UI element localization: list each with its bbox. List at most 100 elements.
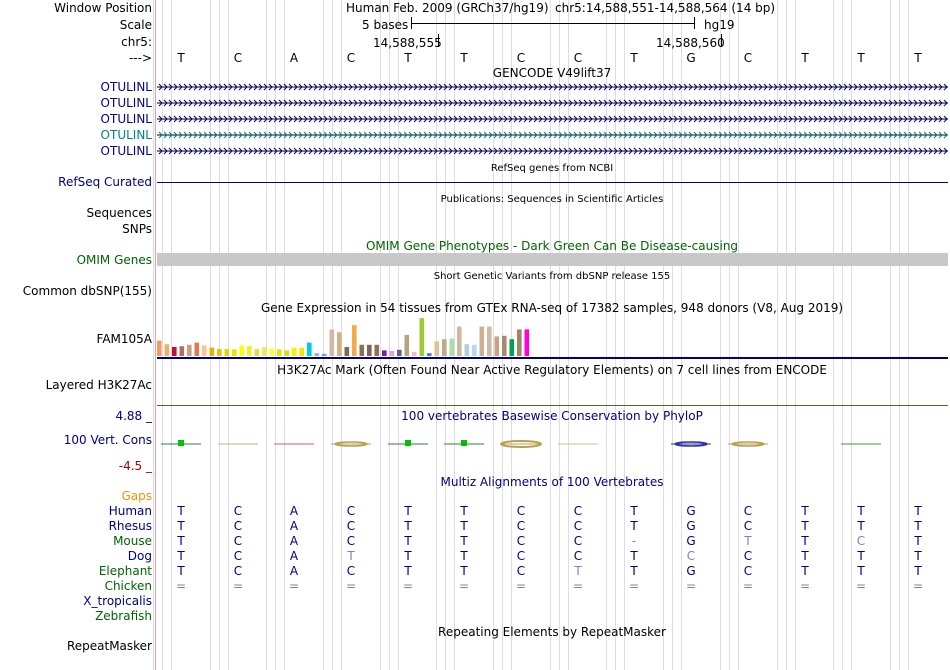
assembly-label[interactable]: Human Feb. 2009 (GRCh37/hg19) xyxy=(346,1,549,15)
gtex-bar[interactable] xyxy=(307,342,312,356)
gtex-bar[interactable] xyxy=(224,349,230,356)
gtex-bar[interactable] xyxy=(269,348,275,356)
gencode-gene-label[interactable]: OTULINL xyxy=(100,128,152,142)
refseq-gene-line[interactable] xyxy=(157,182,948,183)
gencode-gene-label[interactable]: OTULINL xyxy=(100,80,152,94)
gtex-bar[interactable] xyxy=(457,326,462,356)
repeat-label[interactable]: RepeatMasker xyxy=(66,639,152,653)
gtex-bar[interactable] xyxy=(442,339,447,356)
phylop-label[interactable]: 100 Vert. Cons xyxy=(63,433,152,447)
gtex-bar[interactable] xyxy=(194,342,200,356)
gtex-bar[interactable] xyxy=(164,344,170,356)
gtex-bar[interactable] xyxy=(397,349,402,356)
strand-arrow xyxy=(583,131,588,139)
gtex-track-title[interactable]: Gene Expression in 54 tissues from GTEx … xyxy=(260,301,844,315)
species-label[interactable]: Mouse xyxy=(113,534,152,548)
gencode-gene-line[interactable] xyxy=(157,115,948,123)
strand-arrow xyxy=(608,147,613,155)
omim-label[interactable]: OMIM Genes xyxy=(76,253,152,267)
gtex-bar[interactable] xyxy=(517,329,522,356)
grid-line xyxy=(162,0,163,670)
gencode-track-title[interactable]: GENCODE V49lift37 xyxy=(492,66,612,80)
gtex-bar[interactable] xyxy=(217,349,222,356)
gtex-bar[interactable] xyxy=(202,345,207,356)
gencode-gene-line[interactable] xyxy=(157,147,948,155)
gtex-bar[interactable] xyxy=(157,340,162,356)
phylop-track-title[interactable]: 100 vertebrates Basewise Conservation by… xyxy=(401,409,703,423)
gtex-bar[interactable] xyxy=(292,347,297,356)
gtex-bar[interactable] xyxy=(427,353,432,356)
species-label[interactable]: Elephant xyxy=(98,564,152,578)
species-label[interactable]: Dog xyxy=(127,549,152,563)
species-label[interactable]: Zebrafish xyxy=(95,609,152,623)
gtex-bar[interactable] xyxy=(449,338,455,356)
gtex-bar[interactable] xyxy=(179,346,185,356)
snps-label[interactable]: SNPs xyxy=(122,222,152,236)
alignment-base: = xyxy=(855,579,867,593)
gtex-bar[interactable] xyxy=(419,318,425,356)
multiz-track-title[interactable]: Multiz Alignments of 100 Vertebrates xyxy=(440,475,664,489)
species-label[interactable]: Human xyxy=(108,504,152,518)
refseq-label[interactable]: RefSeq Curated xyxy=(58,175,152,189)
dbsnp-track-title[interactable]: Short Genetic Variants from dbSNP releas… xyxy=(433,271,671,282)
gtex-bar[interactable] xyxy=(404,335,410,356)
strand-arrow xyxy=(828,83,833,91)
gtex-bar[interactable] xyxy=(172,347,177,356)
omim-gene-bar[interactable] xyxy=(157,253,948,266)
gtex-bar[interactable] xyxy=(502,335,507,356)
gtex-bar[interactable] xyxy=(277,349,282,356)
repeat-track-title[interactable]: Repeating Elements by RepeatMasker xyxy=(438,625,666,639)
gtex-bar[interactable] xyxy=(209,347,215,356)
gtex-bar[interactable] xyxy=(322,353,327,356)
gtex-bar[interactable] xyxy=(254,349,260,356)
gtex-bar[interactable] xyxy=(479,326,485,356)
gtex-bar[interactable] xyxy=(329,329,335,356)
gtex-bar[interactable] xyxy=(367,344,372,356)
sequences-label[interactable]: Sequences xyxy=(86,206,152,220)
gtex-bar[interactable] xyxy=(239,345,245,356)
gtex-bar[interactable] xyxy=(389,351,395,356)
gtex-bar[interactable] xyxy=(232,349,237,356)
position-label[interactable]: chr5:14,588,551-14,588,564 (14 bp) xyxy=(555,1,776,15)
gencode-gene-label[interactable]: OTULINL xyxy=(100,144,152,158)
gtex-bar[interactable] xyxy=(494,336,500,356)
gtex-bar[interactable] xyxy=(374,344,380,356)
gtex-bar[interactable] xyxy=(247,345,252,356)
strand-label[interactable]: ---> xyxy=(128,51,152,65)
h3k27-track-title[interactable]: H3K27Ac Mark (Often Found Near Active Re… xyxy=(277,363,827,377)
gtex-bar[interactable] xyxy=(337,332,342,356)
omim-track-title[interactable]: OMIM Gene Phenotypes - Dark Green Can Be… xyxy=(365,239,739,253)
gtex-bar[interactable] xyxy=(524,329,530,356)
gtex-bar[interactable] xyxy=(352,325,357,356)
gtex-bar[interactable] xyxy=(284,350,290,356)
gtex-label[interactable]: FAM105A xyxy=(96,332,152,346)
gtex-bar[interactable] xyxy=(262,347,267,356)
h3k27-label[interactable]: Layered H3K27Ac xyxy=(45,378,152,392)
pubs-track-title[interactable]: Publications: Sequences in Scientific Ar… xyxy=(440,194,664,205)
gtex-bar[interactable] xyxy=(464,344,470,356)
gtex-bar[interactable] xyxy=(472,344,477,356)
gtex-bar[interactable] xyxy=(382,350,387,356)
gtex-bar[interactable] xyxy=(314,353,320,356)
gtex-bar[interactable] xyxy=(487,326,492,356)
gtex-bar[interactable] xyxy=(412,351,417,356)
gencode-gene-line[interactable] xyxy=(157,99,948,107)
gtex-bar[interactable] xyxy=(359,344,365,356)
gtex-bar[interactable] xyxy=(344,347,350,356)
gencode-gene-line[interactable] xyxy=(157,83,948,91)
gtex-bar[interactable] xyxy=(187,344,192,356)
gtex-bar[interactable] xyxy=(509,339,515,356)
dbsnp-label[interactable]: Common dbSNP(155) xyxy=(22,284,152,298)
gtex-bar[interactable] xyxy=(299,347,305,356)
gencode-gene-line[interactable] xyxy=(157,131,948,139)
gaps-label[interactable]: Gaps xyxy=(121,489,152,503)
gencode-gene-label[interactable]: OTULINL xyxy=(100,112,152,126)
gencode-gene-label[interactable]: OTULINL xyxy=(100,96,152,110)
species-label[interactable]: Rhesus xyxy=(108,519,152,533)
gtex-bar[interactable] xyxy=(434,341,440,356)
species-label[interactable]: X_tropicalis xyxy=(83,594,152,608)
species-label[interactable]: Chicken xyxy=(104,579,152,593)
refseq-track-title[interactable]: RefSeq genes from NCBI xyxy=(490,163,614,174)
